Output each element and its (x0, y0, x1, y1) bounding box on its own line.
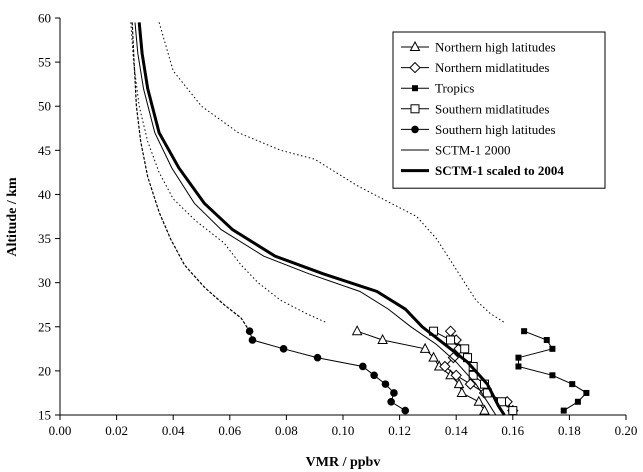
data-point-diamond (450, 369, 462, 382)
data-point-circle (370, 371, 378, 380)
data-point-square-open (460, 344, 470, 354)
y-tick-label: 50 (38, 99, 51, 114)
x-tick-label: 0.14 (445, 423, 468, 438)
data-point-square-open (508, 406, 518, 416)
data-point-triangle (419, 342, 431, 353)
x-tick-label: 0.02 (105, 423, 128, 438)
data-point-square (549, 372, 556, 379)
x-tick-label: 0.00 (49, 423, 72, 438)
data-point-circle (248, 336, 257, 344)
legend-label: Northern midlatitudes (435, 60, 549, 75)
series-line (134, 22, 497, 416)
series-line (137, 22, 506, 416)
y-tick-label: 55 (38, 55, 51, 70)
series-line (130, 22, 327, 323)
y-tick-label: 15 (38, 408, 51, 423)
x-tick-label: 0.12 (388, 423, 411, 438)
data-point-diamond (439, 360, 451, 373)
y-tick-label: 25 (38, 319, 51, 334)
legend-label: Northern high latitudes (435, 40, 556, 55)
data-point-triangle (479, 404, 490, 415)
data-point-diamond (444, 325, 457, 337)
y-tick-label: 20 (38, 363, 51, 378)
x-tick-label: 0.04 (162, 423, 185, 438)
series-line (131, 22, 251, 332)
data-point-triangle (351, 325, 363, 336)
data-point-square (574, 398, 581, 405)
data-point-circle (390, 389, 398, 397)
data-point-triangle (456, 386, 468, 397)
y-tick-label: 40 (38, 187, 51, 202)
legend-box (392, 31, 606, 189)
y-axis-title: Altitude / km (5, 177, 20, 257)
data-point-square-open (410, 104, 420, 114)
x-tick-label: 0.20 (615, 423, 638, 438)
data-point-circle (313, 353, 322, 362)
data-point-square (515, 354, 522, 361)
data-point-triangle (428, 351, 439, 362)
data-point-triangle (377, 333, 388, 345)
x-axis-title: VMR / ppbv (306, 455, 381, 470)
legend-label: Southern high latitudes (435, 122, 556, 137)
x-tick-label: 0.08 (275, 423, 298, 438)
data-point-triangle (453, 378, 465, 389)
y-tick-label: 35 (38, 231, 51, 246)
data-point-circle (381, 380, 390, 388)
x-tick-label: 0.06 (218, 423, 241, 438)
data-point-circle (401, 406, 410, 415)
data-point-diamond (464, 378, 477, 390)
data-point-circle (359, 362, 367, 371)
data-point-square (569, 381, 576, 388)
series-line (356, 330, 485, 411)
data-point-square (583, 389, 590, 396)
series-line (518, 330, 588, 412)
data-point-diamond (409, 61, 421, 74)
data-point-triangle (409, 40, 421, 51)
data-point-square (549, 345, 556, 352)
data-point-square (560, 407, 567, 414)
x-tick-label: 0.18 (558, 423, 581, 438)
data-point-square (543, 337, 550, 344)
x-tick-label: 0.16 (501, 423, 524, 438)
legend: Northern high latitudes Northern midlatit… (392, 31, 606, 189)
data-point-triangle (473, 395, 485, 406)
axes: 0.00 0.02 0.04 0.06 0.08 0.10 0.12 0.14 0.16 0.18… (38, 11, 637, 439)
series-line (249, 331, 406, 412)
data-point-square (521, 328, 528, 335)
legend-label: Southern midlatitudes (435, 101, 549, 116)
data-point-circle (411, 125, 419, 134)
data-point-square (412, 85, 418, 92)
legend-label: SCTM-1 2000 (435, 143, 510, 158)
data-point-square (515, 363, 522, 370)
data-point-circle (387, 397, 395, 406)
plot-area (130, 22, 590, 417)
x-tick-label: 0.10 (332, 423, 355, 438)
data-point-square-open (468, 370, 478, 380)
legend-label: SCTM-1 scaled to 2004 (435, 163, 564, 178)
legend-label: Tropics (435, 81, 474, 96)
y-tick-label: 60 (38, 11, 51, 26)
data-point-square-open (446, 335, 456, 345)
data-point-circle (279, 345, 288, 353)
y-tick-label: 30 (38, 275, 51, 290)
y-tick-label: 45 (38, 143, 51, 158)
